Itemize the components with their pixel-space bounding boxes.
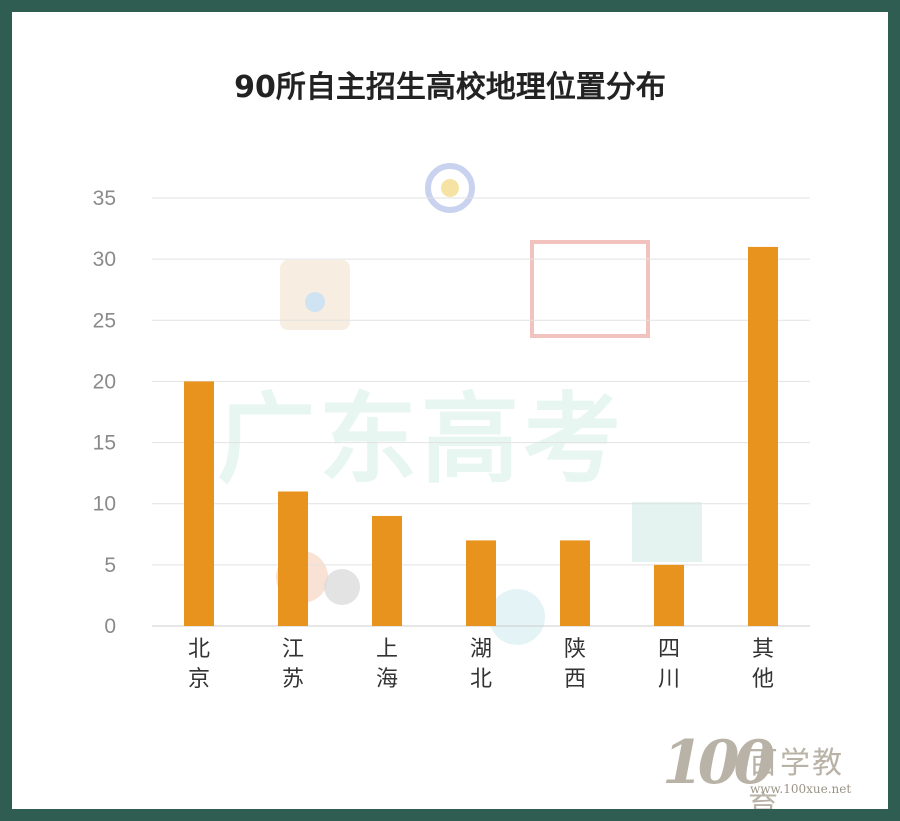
brand-number: 100	[662, 728, 775, 798]
chart-title: 90所自主招生高校地理位置分布	[234, 70, 666, 105]
x-tick-label: 北	[188, 637, 210, 662]
bar	[372, 515, 402, 626]
bar	[184, 381, 214, 626]
watermark-text: 广东高考	[217, 383, 626, 497]
x-tick-label: 苏	[282, 667, 304, 692]
x-tick-label: 上	[376, 637, 398, 662]
y-tick-label: 35	[93, 187, 116, 210]
x-tick-label: 四	[658, 637, 680, 662]
y-tick-label: 15	[93, 432, 116, 455]
x-tick-label: 西	[564, 667, 586, 692]
y-tick-label: 30	[93, 248, 116, 271]
brand-logo: 100 百学教育 www.100xue.net	[662, 728, 872, 809]
x-tick-label: 其	[752, 637, 774, 662]
x-tick-label: 江	[282, 637, 304, 662]
brand-url: www.100xue.net	[750, 782, 852, 796]
x-tick-label: 京	[188, 667, 210, 692]
x-tick-label: 湖	[470, 637, 492, 662]
y-tick-label: 20	[93, 370, 116, 393]
y-tick-label: 0	[104, 615, 116, 638]
bar	[560, 540, 590, 626]
x-tick-label: 川	[658, 667, 680, 692]
x-tick-label: 陕	[564, 637, 586, 662]
bar	[654, 564, 684, 626]
bar	[748, 246, 778, 626]
brand-name: 百学教育	[748, 746, 844, 809]
decor-circle-icon	[425, 163, 475, 213]
y-tick-label: 5	[104, 554, 116, 577]
bar	[466, 540, 496, 626]
decor-book-icon	[530, 240, 650, 338]
y-tick-label: 10	[93, 493, 116, 516]
bar	[278, 491, 308, 626]
x-tick-label: 他	[752, 667, 774, 692]
chart-card: 广东高考 90所自主招生高校地理位置分布 0 5 10 15 20 25 30 35 北京江苏上…	[12, 12, 888, 809]
y-tick-label: 25	[93, 309, 116, 332]
x-tick-label: 北	[470, 667, 492, 692]
x-tick-label: 海	[376, 667, 398, 692]
